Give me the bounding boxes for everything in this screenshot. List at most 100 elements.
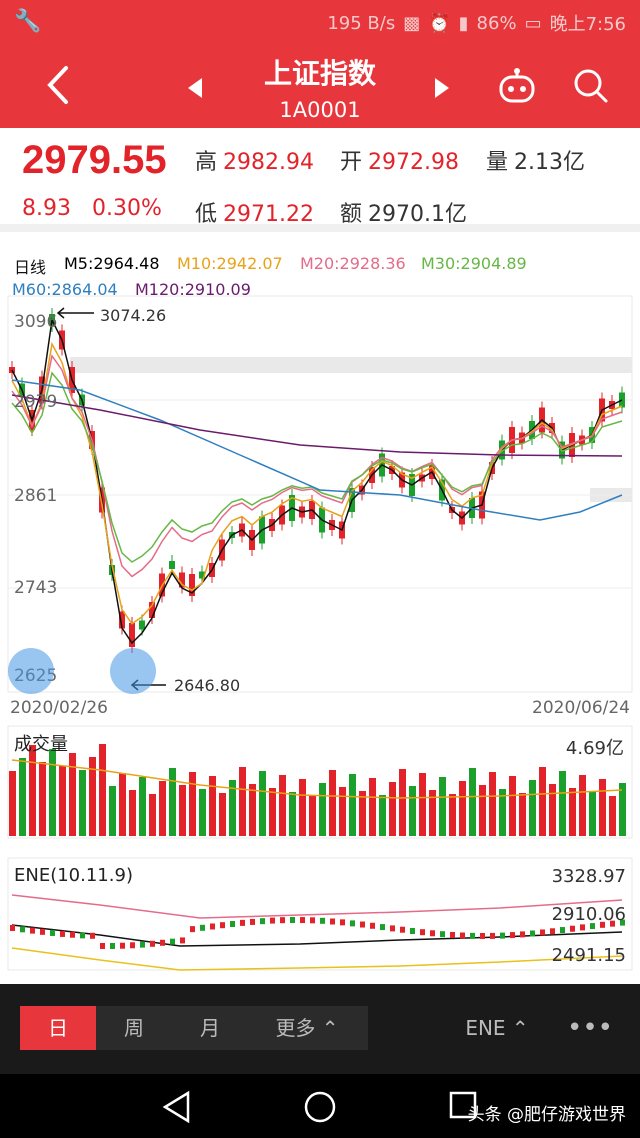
volume-bar [349,774,356,836]
tab-day[interactable]: 日 [20,1006,96,1050]
ene-lower: 2491.15 [551,945,626,966]
volume-bar [9,771,16,836]
volume-bar [359,791,366,836]
ene-candle [100,942,105,949]
alarm-icon: ⏰ [428,12,451,34]
ene-candle [550,928,555,935]
ene-candle [70,931,75,938]
ene-candle [80,932,85,939]
volume-bar [179,785,186,836]
amount-value: 2970.1亿 [368,202,467,227]
ene-candle [440,931,445,938]
ene-candle [160,939,165,946]
high-value: 2982.94 [223,150,314,175]
ma60-legend: M60:2864.04 [12,280,118,299]
ene-candle [200,924,205,931]
tab-more[interactable]: 更多 ⌃ [262,1006,352,1050]
ene-candle [310,917,315,924]
volume-bar [79,770,86,836]
ene-candle [90,932,95,939]
ene-candle [330,918,335,925]
more-options-icon[interactable]: ••• [566,1013,613,1043]
y-label-2: 2861 [14,486,58,506]
back-arrow-icon[interactable] [40,62,80,108]
ene-candle [400,926,405,933]
volume-bar [229,780,236,836]
volume-bar [399,769,406,836]
stock-code: 1A0001 [279,98,361,122]
candle [179,566,185,594]
y-label-0: 3096 [14,312,58,332]
fullscreen-button[interactable] [110,648,156,694]
volume-bar [159,781,166,836]
ene-candle [50,929,55,936]
volume-bar [339,787,346,836]
last-price: 2979.55 [22,138,167,182]
volume-bar [599,779,606,836]
volume-bar [549,784,556,836]
tab-month[interactable]: 月 [200,1016,220,1040]
ene-candle [170,938,175,945]
tab-week[interactable]: 周 [124,1016,144,1040]
volume-bar [289,792,296,836]
ene-candle [390,925,395,932]
ene-candle [420,929,425,936]
ene-candle [230,920,235,927]
ene-candle [270,917,275,924]
search-icon[interactable] [573,68,609,104]
ene-candle [110,942,115,949]
watermark: 头条 @肥仔游戏世界 [467,1105,626,1125]
ene-candle [470,932,475,939]
kline-svg [7,295,633,971]
volume-bar [249,784,256,836]
ene-candle [570,925,575,932]
ene-candle [190,926,195,933]
volume-ma-line [11,759,623,799]
volume-bar [499,789,506,836]
volume-bar [239,767,246,836]
volume-bar [19,758,26,836]
prev-stock-icon[interactable] [188,78,202,98]
ene-candle [500,932,505,939]
ene-candle [30,927,35,934]
period-label: 日线 [14,258,47,277]
ene-candle [260,918,265,925]
ene-candle [220,922,225,929]
nav-recents-icon[interactable] [448,1090,478,1120]
volume-bar [609,796,616,836]
next-stock-icon[interactable] [435,78,449,98]
volume-bar [449,794,456,836]
quote-panel: 2979.55 8.93 0.30% 高 2982.94 开 2972.98 量 2.… [0,128,640,232]
ma60-line [11,379,623,521]
volume-bar [259,771,266,836]
ma10-legend: M10:2942.07 [177,254,283,273]
battery-icon: ▭ [524,12,542,34]
ene-candle [610,920,615,927]
ene-upper: 3328.97 [551,866,626,887]
tab-indicator[interactable]: ENE ⌃ [452,1006,542,1050]
nav-back-icon[interactable] [160,1090,194,1124]
volume-bar [509,776,516,836]
end-date: 2020/06/24 [532,698,630,718]
volume-bar [429,790,436,836]
robot-icon[interactable] [497,68,537,104]
volume-bar [529,780,536,836]
volume-bar [559,771,566,836]
kline-chart-area[interactable]: 日线 M5:2964.48 M10:2942.07 M20:2928.36 M3… [0,240,640,980]
candle [189,568,195,602]
open-label: 开 [340,150,363,175]
ene-candle [210,923,215,930]
high-label: 高 [195,150,218,175]
volume-bar [89,757,96,836]
volume-bar [269,788,276,836]
nav-home-icon[interactable] [303,1090,337,1124]
high-marker-arrow [56,307,94,319]
volume-bar [49,749,56,836]
ma20-line [11,354,623,578]
volume-bar [469,768,476,836]
volume-bar [439,777,446,836]
volume-label: 量 [486,150,509,175]
volume-bar [69,753,76,836]
scroll-left-button[interactable] [8,648,54,694]
ma30-legend: M30:2904.89 [421,254,527,273]
